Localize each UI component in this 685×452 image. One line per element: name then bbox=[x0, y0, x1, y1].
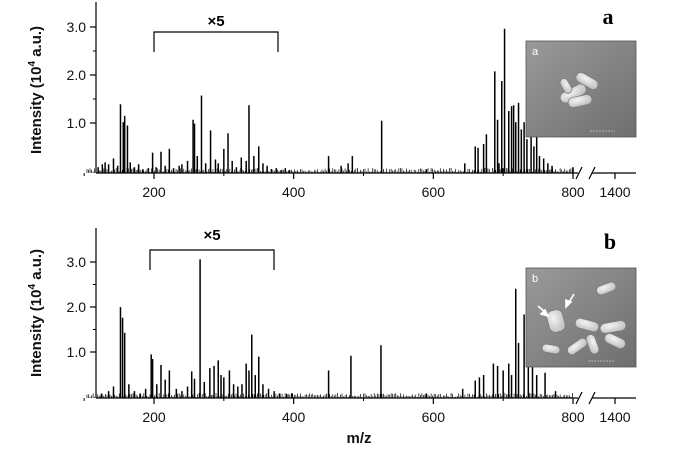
bacteria-cells-a bbox=[559, 72, 599, 108]
sem-inset-a: a bbox=[525, 40, 637, 138]
x-axis-title: m/z bbox=[346, 430, 371, 447]
x-tick-label: 1400 bbox=[599, 184, 630, 200]
sem-inset-b: b bbox=[525, 267, 637, 368]
spectrum-series bbox=[86, 259, 573, 398]
x-tick-label: 400 bbox=[282, 184, 306, 200]
x-tick-label: 200 bbox=[142, 409, 166, 425]
x-tick-label: 600 bbox=[422, 409, 446, 425]
scale-annotation-label: ×5 bbox=[207, 13, 224, 30]
panel-label-b: b bbox=[604, 229, 616, 254]
axis-break-marks bbox=[575, 391, 596, 405]
panel-a: 1.0 2.0 3.0 200 400 600 800 1400 ×5 Intensity … bbox=[27, 2, 637, 200]
bacteria-cells-b bbox=[541, 281, 627, 355]
scale-annotation-label: ×5 bbox=[203, 227, 220, 244]
scale-annotation-bracket bbox=[153, 31, 279, 52]
inset-label-b: b bbox=[532, 273, 538, 285]
arrow-icons bbox=[537, 293, 575, 318]
spectrum-series bbox=[86, 28, 574, 173]
x-tick-label: 800 bbox=[561, 409, 585, 425]
y-axis-title: Intensity (104 a.u.) bbox=[27, 249, 45, 377]
y-tick-label: 3.0 bbox=[67, 19, 87, 35]
y-tick-label: 2.0 bbox=[67, 299, 87, 315]
y-ticks: 1.0 2.0 3.0 bbox=[67, 254, 96, 360]
y-tick-label: 2.0 bbox=[67, 67, 87, 83]
panel-b: 1.0 2.0 3.0 200 400 600 800 1400 ×5 Intensity … bbox=[27, 227, 637, 425]
x-tick-label: 600 bbox=[422, 184, 446, 200]
axis-break-marks bbox=[575, 166, 596, 180]
y-tick-label: 1.0 bbox=[67, 115, 87, 131]
y-tick-label: 1.0 bbox=[67, 344, 87, 360]
inset-label-a: a bbox=[532, 46, 539, 58]
x-tick-label: 800 bbox=[561, 184, 585, 200]
x-ticks: 200 400 600 800 1400 bbox=[83, 398, 631, 425]
y-tick-label: 3.0 bbox=[67, 254, 87, 270]
y-ticks: 1.0 2.0 3.0 bbox=[67, 19, 96, 131]
x-tick-label: 400 bbox=[282, 409, 306, 425]
y-axis-title: Intensity (104 a.u.) bbox=[27, 26, 45, 154]
panel-label-a: a bbox=[603, 4, 614, 29]
x-tick-label: 200 bbox=[142, 184, 166, 200]
x-tick-label: 1400 bbox=[599, 409, 630, 425]
x-ticks: 200 400 600 800 1400 bbox=[83, 173, 631, 200]
scale-annotation-bracket bbox=[149, 249, 275, 270]
